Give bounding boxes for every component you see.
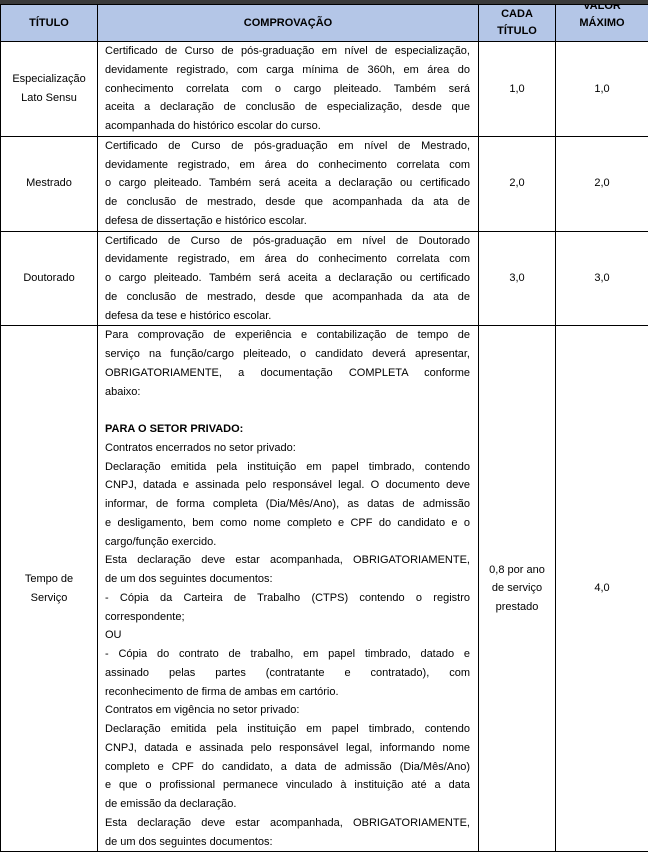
text-line: Para comprovação de experiência e contab… bbox=[105, 329, 470, 342]
titulo-cell: Doutorado bbox=[0, 230, 98, 327]
top-bar bbox=[0, 0, 648, 5]
text-line: de emissão da declaração. bbox=[105, 798, 237, 810]
text-line: CNPJ, datada e assinada pelo responsável… bbox=[105, 479, 470, 492]
header-valor-line: VALOR bbox=[583, 4, 621, 13]
text-line: OU bbox=[105, 629, 122, 642]
cada-line: prestado bbox=[495, 601, 539, 614]
header-cada-line: TÍTULO bbox=[497, 25, 537, 37]
text-line: Certificado de Curso de pós-graduação em… bbox=[105, 45, 470, 57]
text-line: completo e CPF do candidato, a data de a… bbox=[105, 760, 470, 773]
cada-titulo-cell: 0,8 por ano de serviço prestado bbox=[478, 325, 556, 853]
titulo-line: Lato Sensu bbox=[21, 91, 77, 104]
text-line: serviço na função/cargo pleiteado, o can… bbox=[105, 348, 470, 360]
text-line: - Cópia do contrato de trabalho, em pape… bbox=[105, 648, 470, 660]
titulo-cell: Mestrado bbox=[0, 135, 98, 232]
cada-titulo-cell: 1,0 bbox=[478, 41, 556, 137]
titulo-line: Mestrado bbox=[26, 177, 72, 190]
titulo-cell: Tempo de Serviço bbox=[0, 325, 98, 853]
text-line: Contratos em vigência no setor privado: bbox=[105, 704, 300, 717]
text-line: informar, de forma completa (Dia/Mês/Ano… bbox=[105, 498, 470, 510]
text-line: o cargo pleiteado. Também será aceita a … bbox=[105, 177, 470, 190]
valor-maximo-cell: 1,0 bbox=[555, 41, 648, 137]
text-line: reconhecimento de firma de ambas em cart… bbox=[105, 685, 339, 698]
text-line: de conclusão de mestrado, desde que acom… bbox=[105, 290, 470, 303]
text-line: acompanhada do histórico escolar do curs… bbox=[105, 120, 321, 132]
text-line bbox=[105, 401, 470, 420]
text-line: CNPJ, datada e assinada pelo responsável… bbox=[105, 741, 470, 754]
text-line: cargo/função exercido. bbox=[105, 535, 217, 548]
comprovacao-cell: Para comprovação de experiência e contab… bbox=[97, 325, 479, 853]
titulo-line: Especialização bbox=[12, 73, 86, 86]
text-line: aceita a declaração de conclusão de espe… bbox=[105, 101, 470, 114]
titulo-line: Doutorado bbox=[23, 272, 75, 284]
text-line: Esta declaração deve estar acompanhada, … bbox=[105, 816, 470, 829]
text-line: Declaração emitida pela instituição em p… bbox=[105, 723, 470, 735]
text-line: o cargo pleiteado. Também será aceita a … bbox=[105, 272, 470, 284]
table-row: Doutorado Certificado de Curso de pós-gra… bbox=[0, 230, 648, 327]
header-valor-line: MÁXIMO bbox=[579, 17, 625, 29]
text-line: Certificado de Curso de pós-graduação em… bbox=[105, 139, 470, 152]
header-titulo: TÍTULO bbox=[0, 4, 98, 42]
titulo-line: Tempo de bbox=[24, 573, 74, 585]
cada-line: 2,0 bbox=[509, 177, 525, 190]
text-line: Declaração emitida pela instituição em p… bbox=[105, 460, 470, 473]
header-row: TÍTULO COMPROVAÇÃO CADA TÍTULO VALOR MÁX… bbox=[0, 4, 648, 42]
text-line: Certificado de Curso de pós-graduação em… bbox=[105, 234, 470, 247]
text-line: devidamente registrado, com carga mínima… bbox=[105, 63, 470, 76]
text-line: de conclusão de mestrado, desde que acom… bbox=[105, 196, 470, 208]
header-valor-maximo: VALOR MÁXIMO bbox=[555, 4, 648, 42]
valor-maximo-cell: 3,0 bbox=[555, 230, 648, 327]
header-cada-line: CADA bbox=[501, 8, 533, 20]
comprovacao-cell: Certificado de Curso de pós-graduação em… bbox=[97, 41, 479, 137]
valor-maximo-cell: 2,0 bbox=[555, 135, 648, 232]
cada-line: 3,0 bbox=[509, 272, 525, 284]
table-row: Tempo de Serviço Para comprovação de exper… bbox=[0, 325, 648, 853]
table-row: Especialização Lato Sensu Certificado de C… bbox=[0, 41, 648, 137]
text-line: abaixo: bbox=[105, 385, 141, 398]
text-line: devidamente registrado, em área do conhe… bbox=[105, 158, 470, 171]
text-line: OBRIGATORIAMENTE, a documentação COMPLET… bbox=[105, 366, 470, 379]
titles-table: TÍTULO COMPROVAÇÃO CADA TÍTULO VALOR MÁX… bbox=[0, 4, 648, 853]
header-cada-titulo: CADA TÍTULO bbox=[478, 4, 556, 42]
cada-titulo-cell: 2,0 bbox=[478, 135, 556, 232]
text-line: assinado pelas partes (contratante e con… bbox=[105, 666, 470, 679]
text-line: Contratos encerrados no setor privado: bbox=[105, 441, 296, 454]
text-line: conhecimento correlata com o cargo pleit… bbox=[105, 82, 470, 95]
cada-titulo-cell: 3,0 bbox=[478, 230, 556, 327]
titulo-cell: Especialização Lato Sensu bbox=[0, 41, 98, 137]
comprovacao-cell: Certificado de Curso de pós-graduação em… bbox=[97, 230, 479, 327]
comprovacao-cell: Certificado de Curso de pós-graduação em… bbox=[97, 135, 479, 232]
text-line: de um dos seguintes documentos: bbox=[105, 573, 273, 585]
text-line: e desligamento, bem como nome completo e… bbox=[105, 516, 470, 529]
cada-line: 0,8 por ano bbox=[489, 563, 545, 576]
cada-line: de serviço bbox=[491, 582, 543, 595]
text-line: de um dos seguintes documentos: bbox=[105, 835, 273, 848]
text-line: defesa da tese e histórico escolar. bbox=[105, 309, 272, 322]
valor-maximo-cell: 4,0 bbox=[555, 325, 648, 853]
titulo-line: Serviço bbox=[30, 591, 68, 604]
text-line: Esta declaração deve estar acompanhada, … bbox=[105, 554, 470, 567]
cada-line: 1,0 bbox=[509, 82, 525, 95]
table-row: Mestrado Certificado de Curso de pós-grad… bbox=[0, 135, 648, 232]
text-line: defesa de dissertação e histórico escola… bbox=[105, 214, 307, 227]
text-line: devidamente registrado, em área do conhe… bbox=[105, 253, 470, 266]
text-line: - Cópia da Carteira de Trabalho (CTPS) c… bbox=[105, 591, 470, 604]
header-comprovacao: COMPROVAÇÃO bbox=[97, 4, 479, 42]
text-line: e que o profissional permanece vinculado… bbox=[105, 779, 470, 792]
section-heading: PARA O SETOR PRIVADO: bbox=[105, 423, 244, 435]
text-line: correspondente; bbox=[105, 610, 185, 623]
